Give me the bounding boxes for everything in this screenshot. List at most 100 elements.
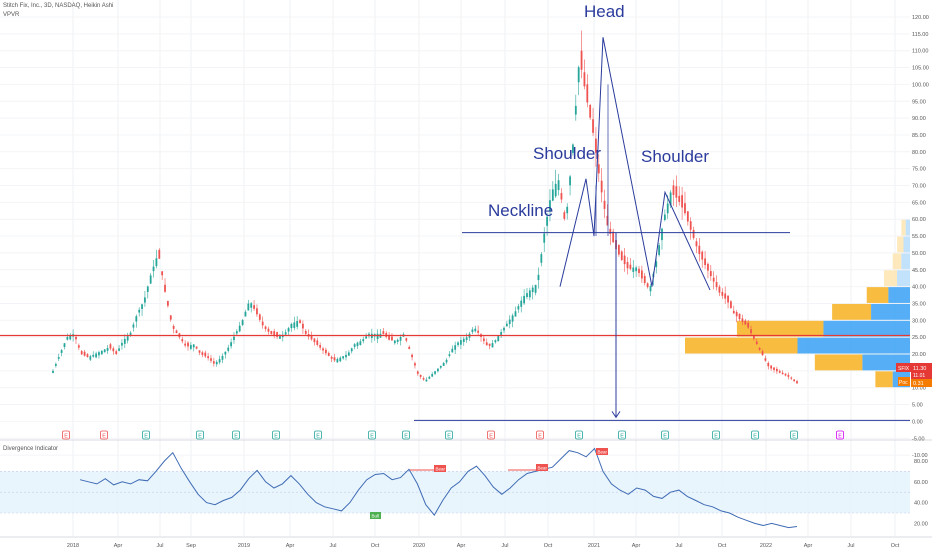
candle-body bbox=[345, 354, 347, 358]
price-tick: 85.00 bbox=[912, 133, 926, 139]
candle-body bbox=[474, 328, 477, 332]
time-axis[interactable]: 2018 Apr Jul Sep 2019 Apr Jul Oct 2020 Apr Jul Oct 2… bbox=[0, 536, 932, 549]
earnings-marker bbox=[751, 430, 759, 440]
candle-body bbox=[698, 245, 701, 255]
earnings-marker bbox=[712, 430, 720, 440]
candle-body bbox=[75, 336, 77, 340]
candle-body bbox=[635, 267, 638, 272]
last-price-tag bbox=[911, 363, 932, 379]
price-axis[interactable]: 120.00 115.00 110.00 105.00 100.00 95.00 90.00… bbox=[912, 15, 929, 459]
candle-body bbox=[632, 267, 635, 272]
earnings-marker-letter: E bbox=[234, 434, 238, 440]
candle-body bbox=[508, 319, 511, 325]
earnings-marker-letter: E bbox=[620, 434, 624, 440]
head-shoulders-outline bbox=[559, 37, 711, 291]
candle-body bbox=[414, 363, 416, 366]
candle-body bbox=[428, 376, 431, 379]
candle-body bbox=[167, 301, 169, 306]
earnings-marker bbox=[487, 430, 495, 440]
price-tick: -10.00 bbox=[912, 453, 928, 459]
candle-body bbox=[279, 336, 281, 339]
candle-body bbox=[497, 336, 500, 342]
candle-body bbox=[465, 337, 468, 340]
candle-body bbox=[462, 338, 465, 342]
price-tick: 25.00 bbox=[912, 335, 926, 341]
volume-bar-up bbox=[884, 270, 898, 287]
candle-body bbox=[210, 358, 212, 361]
candle-body bbox=[520, 300, 523, 307]
candle-body bbox=[563, 212, 566, 219]
time-tick: 2020 bbox=[413, 543, 425, 549]
candle-body bbox=[580, 50, 583, 70]
volume-profile bbox=[685, 219, 910, 388]
earnings-marker-letter: E bbox=[714, 434, 718, 440]
pattern-drawings bbox=[0, 37, 910, 421]
projection-arrow bbox=[611, 411, 621, 419]
volume-bar-down bbox=[823, 320, 910, 337]
price-tick: 60.00 bbox=[912, 217, 926, 223]
poc-symbol-tag bbox=[898, 377, 910, 386]
candle-body bbox=[112, 348, 115, 352]
candle-body bbox=[187, 342, 189, 347]
candle-body bbox=[796, 381, 798, 384]
candle-body bbox=[258, 314, 261, 320]
volume-bar-up bbox=[875, 371, 893, 388]
candle-body bbox=[284, 332, 287, 335]
candle-body bbox=[451, 348, 454, 353]
candle-body bbox=[775, 368, 778, 372]
volume-bar-down bbox=[897, 270, 910, 287]
candle-body bbox=[244, 311, 247, 317]
time-tick: Jul bbox=[847, 543, 854, 549]
candle-body bbox=[172, 325, 175, 329]
candle-body bbox=[707, 263, 709, 271]
candle-body bbox=[261, 321, 264, 326]
candle-body bbox=[189, 345, 192, 349]
candle-body bbox=[299, 320, 301, 323]
candle-body bbox=[350, 348, 353, 352]
bear-signal-text: Bear bbox=[598, 450, 608, 455]
candle-body bbox=[353, 344, 356, 347]
price-tick: 30.00 bbox=[912, 318, 926, 324]
earnings-marker bbox=[445, 430, 453, 440]
indicator-label: VPVR bbox=[3, 12, 20, 18]
candle-body bbox=[250, 303, 253, 308]
volume-bar-up bbox=[901, 219, 906, 236]
candle-body bbox=[790, 377, 793, 379]
left-shoulder-label: Shoulder bbox=[533, 144, 601, 163]
earnings-marker-letter: E bbox=[538, 434, 542, 440]
candle-body bbox=[747, 322, 750, 328]
candle-body bbox=[132, 324, 135, 328]
candle-body bbox=[95, 353, 97, 358]
time-tick: Apr bbox=[804, 543, 813, 549]
time-tick: Oct bbox=[718, 543, 727, 549]
candle-body bbox=[566, 206, 569, 214]
earnings-marker-letter: E bbox=[792, 434, 796, 440]
candle-body bbox=[115, 351, 118, 354]
candle-body bbox=[730, 301, 732, 308]
candle-body bbox=[537, 274, 540, 281]
candle-body bbox=[695, 241, 698, 247]
candle-body bbox=[741, 318, 744, 322]
candle-body bbox=[531, 287, 534, 293]
candle-body bbox=[543, 233, 546, 243]
last-symbol-tag bbox=[896, 363, 911, 372]
candle-body bbox=[57, 357, 60, 359]
bear-signal bbox=[434, 465, 446, 472]
volume-bar-up bbox=[897, 236, 904, 253]
candle-body bbox=[399, 337, 402, 341]
candle-body bbox=[640, 270, 643, 279]
price-tick: 115.00 bbox=[912, 32, 928, 38]
candle-body bbox=[241, 320, 244, 325]
candle-body bbox=[296, 321, 299, 327]
volume-bar-down bbox=[905, 219, 910, 236]
last-symbol-text: SFIX bbox=[898, 366, 910, 372]
time-tick: 2018 bbox=[67, 543, 79, 549]
candle-body bbox=[701, 251, 704, 260]
candle-body bbox=[365, 336, 368, 339]
time-tick: Jul bbox=[156, 543, 163, 549]
candle-body bbox=[141, 304, 143, 309]
candle-body bbox=[500, 331, 503, 335]
candle-body bbox=[574, 105, 577, 115]
osc-tick: 20.00 bbox=[914, 521, 928, 527]
